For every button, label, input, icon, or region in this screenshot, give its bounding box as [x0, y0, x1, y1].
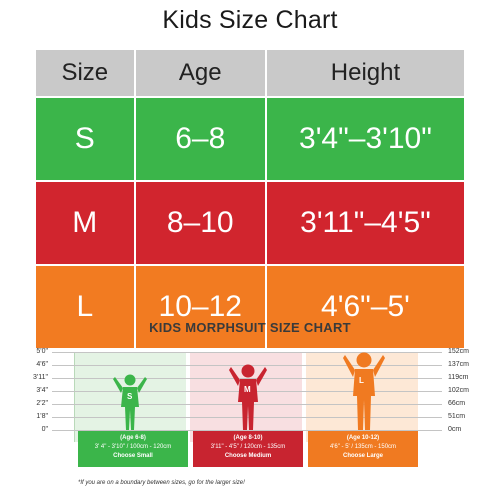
height-label: 152cm	[448, 348, 470, 355]
small-figure-letter: S	[127, 392, 133, 401]
height-label: 3'4"	[36, 387, 48, 394]
table-row-large: L 10–12 4'6"–5'	[34, 264, 467, 350]
footnote: *If you are on a boundary between sizes,…	[78, 480, 245, 486]
height-label: 66cm	[448, 400, 466, 407]
height-label: 51cm	[448, 413, 466, 420]
height-label: 0"	[41, 426, 48, 433]
height-label: 137cm	[448, 361, 470, 368]
large-age: (Age 10-12)	[346, 435, 380, 441]
small-figure-icon	[113, 374, 147, 430]
large-choose: Choose Large	[342, 453, 383, 459]
cell-age: 8–10	[133, 180, 267, 266]
medium-choose: Choose Medium	[224, 453, 272, 459]
cell-size: L	[34, 264, 136, 350]
medium-figure-icon	[229, 364, 267, 430]
height-label: 2'2"	[36, 400, 48, 407]
gridline	[52, 352, 442, 353]
medium-range: 3'11" - 4'5" / 120cm - 135cm	[210, 444, 286, 450]
large-info-box: (Age 10-12) 4'6" - 5' / 135cm - 150cm Ch…	[308, 431, 418, 467]
morphsuit-chart: 5'0" 4'6" 3'11" 3'4" 2'2" 1'8" 0" 152cm …	[0, 340, 500, 480]
medium-info-box: (Age 8-10) 3'11" - 4'5" / 120cm - 135cm …	[193, 431, 303, 467]
header-size: Size	[34, 48, 136, 98]
height-label: 119cm	[448, 374, 469, 381]
cell-size: M	[34, 180, 136, 266]
large-range: 4'6" - 5' / 135cm - 150cm	[329, 444, 397, 450]
cell-height: 4'6"–5'	[264, 264, 467, 350]
cell-age: 10–12	[133, 264, 267, 350]
small-choose: Choose Small	[113, 453, 153, 459]
morphsuit-chart-title: KIDS MORPHSUIT SIZE CHART	[149, 320, 351, 335]
small-info-box: (Age 6-8) 3' 4" - 3'10" / 100cm - 120cm …	[78, 431, 188, 467]
table-row-small: S 6–8 3'4"–3'10"	[34, 96, 467, 182]
gridline	[52, 378, 442, 379]
large-figure-letter: L	[359, 376, 364, 385]
height-label: 5'0"	[36, 348, 48, 355]
cell-age: 6–8	[133, 96, 267, 182]
cell-height: 3'4"–3'10"	[264, 96, 467, 182]
size-table: Size Age Height S 6–8 3'4"–3'10" M 8–10 …	[34, 48, 467, 350]
height-label: 4'6"	[36, 361, 48, 368]
page-title: Kids Size Chart	[162, 6, 338, 34]
height-label: 3'11"	[33, 374, 48, 381]
height-label: 0cm	[448, 426, 462, 433]
header-height: Height	[264, 48, 467, 98]
small-age: (Age 6-8)	[120, 435, 146, 441]
table-header-row: Size Age Height	[34, 48, 467, 98]
gridline	[52, 430, 442, 431]
cell-height: 3'11"–4'5"	[264, 180, 467, 266]
cell-size: S	[34, 96, 136, 182]
large-figure-icon	[343, 352, 385, 430]
medium-figure-letter: M	[244, 385, 251, 394]
header-age: Age	[133, 48, 267, 98]
medium-age: (Age 8-10)	[233, 435, 263, 441]
height-label: 102cm	[448, 387, 470, 394]
height-label: 1'8"	[36, 413, 48, 420]
table-row-medium: M 8–10 3'11"–4'5"	[34, 180, 467, 266]
small-range: 3' 4" - 3'10" / 100cm - 120cm	[94, 444, 172, 450]
